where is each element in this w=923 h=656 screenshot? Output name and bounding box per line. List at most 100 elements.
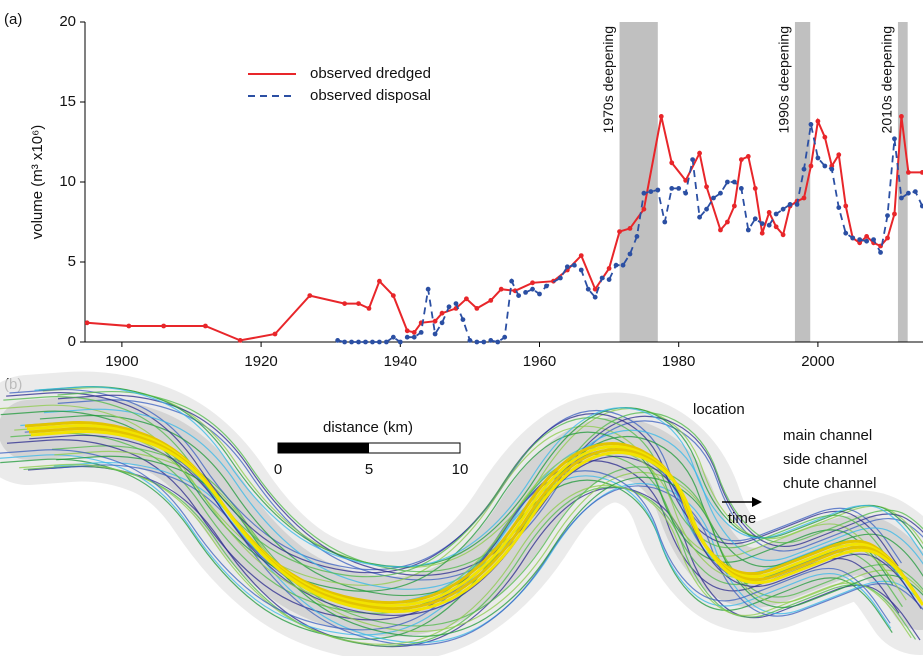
data-point — [203, 323, 208, 329]
data-point — [537, 291, 542, 297]
data-point — [641, 206, 647, 212]
data-point — [905, 190, 911, 196]
data-point — [745, 227, 751, 233]
data-point — [474, 339, 480, 345]
data-point — [161, 323, 167, 329]
data-point — [516, 293, 522, 298]
legend-label: observed disposal — [310, 87, 431, 104]
data-point — [843, 203, 849, 209]
data-point — [599, 275, 605, 281]
legend-label: chute channel — [783, 475, 876, 492]
data-point — [627, 226, 633, 231]
data-point — [467, 338, 473, 343]
series-line — [337, 124, 923, 344]
data-point — [683, 178, 689, 183]
data-point — [272, 331, 278, 337]
data-point — [662, 219, 668, 225]
x-tick-label: 1960 — [523, 353, 556, 370]
channel-line — [38, 386, 923, 568]
data-point — [697, 150, 702, 156]
channel-line — [0, 454, 892, 636]
data-point — [488, 298, 494, 303]
data-point — [439, 320, 445, 326]
data-point — [356, 339, 361, 345]
legend-label: observed dredged — [310, 65, 431, 82]
data-point — [648, 189, 654, 195]
data-point — [815, 118, 821, 124]
data-point — [697, 214, 702, 220]
data-point — [377, 278, 382, 284]
data-point — [899, 195, 904, 201]
data-point — [794, 202, 800, 207]
data-point — [564, 264, 570, 270]
data-point — [815, 155, 821, 161]
data-point — [544, 283, 549, 289]
data-point — [718, 227, 723, 233]
data-point — [738, 157, 744, 163]
data-point — [773, 224, 779, 230]
x-tick-label: 1900 — [105, 353, 138, 370]
data-point — [404, 334, 410, 340]
data-point — [502, 334, 508, 340]
data-point — [530, 280, 535, 286]
region-label: 2010s deepening — [879, 26, 895, 133]
data-point — [460, 317, 466, 322]
data-point — [453, 301, 459, 306]
data-point — [885, 235, 890, 241]
data-point — [885, 213, 890, 219]
data-point — [474, 306, 480, 311]
data-point — [752, 216, 758, 222]
data-point — [617, 229, 622, 235]
data-point — [752, 186, 758, 191]
data-point — [425, 286, 431, 292]
legend-label: main channel — [783, 427, 872, 444]
x-tick-label: 1920 — [244, 353, 277, 370]
x-tick-label: 2000 — [801, 353, 834, 370]
data-point — [571, 262, 577, 268]
panel-label: (a) — [4, 11, 22, 28]
region-label: 1990s deepening — [776, 26, 792, 133]
data-point — [829, 166, 835, 172]
time-arrow-head — [752, 497, 762, 507]
x-tick-label: 1980 — [662, 353, 695, 370]
data-point — [808, 122, 814, 127]
data-point — [390, 293, 396, 298]
data-point — [864, 234, 870, 239]
data-point — [370, 339, 375, 345]
data-point — [864, 238, 870, 244]
data-point — [892, 136, 897, 142]
data-point — [641, 190, 647, 196]
y-tick-label: 15 — [59, 93, 76, 110]
data-point — [871, 237, 876, 243]
channel-line — [51, 445, 923, 627]
channel-line — [57, 390, 923, 573]
data-point — [307, 293, 313, 298]
data-point — [731, 179, 737, 185]
data-point — [745, 154, 751, 159]
panel-a: (a) volume (m³ x10⁶) 1970s deepening 1990… — [4, 11, 923, 370]
y-tick-label: 10 — [59, 173, 76, 190]
scale-title: distance (km) — [323, 419, 413, 436]
data-point — [523, 290, 528, 295]
data-point — [850, 235, 856, 241]
channel-line — [19, 463, 912, 645]
data-point — [464, 296, 469, 302]
data-point — [363, 339, 368, 345]
channel-line — [0, 449, 891, 631]
data-point — [530, 286, 535, 292]
channel-line — [27, 465, 921, 648]
data-point — [342, 301, 348, 306]
data-point — [780, 232, 786, 238]
data-point — [683, 190, 689, 196]
data-point — [126, 323, 132, 329]
data-point — [335, 338, 341, 343]
data-point — [481, 339, 487, 345]
data-point — [578, 267, 584, 273]
x-tick-label: 1940 — [384, 353, 417, 370]
scale-tick-label: 0 — [274, 461, 282, 478]
data-point — [495, 339, 501, 345]
data-point — [557, 275, 563, 281]
data-point — [919, 170, 923, 175]
channel-line — [9, 388, 902, 571]
